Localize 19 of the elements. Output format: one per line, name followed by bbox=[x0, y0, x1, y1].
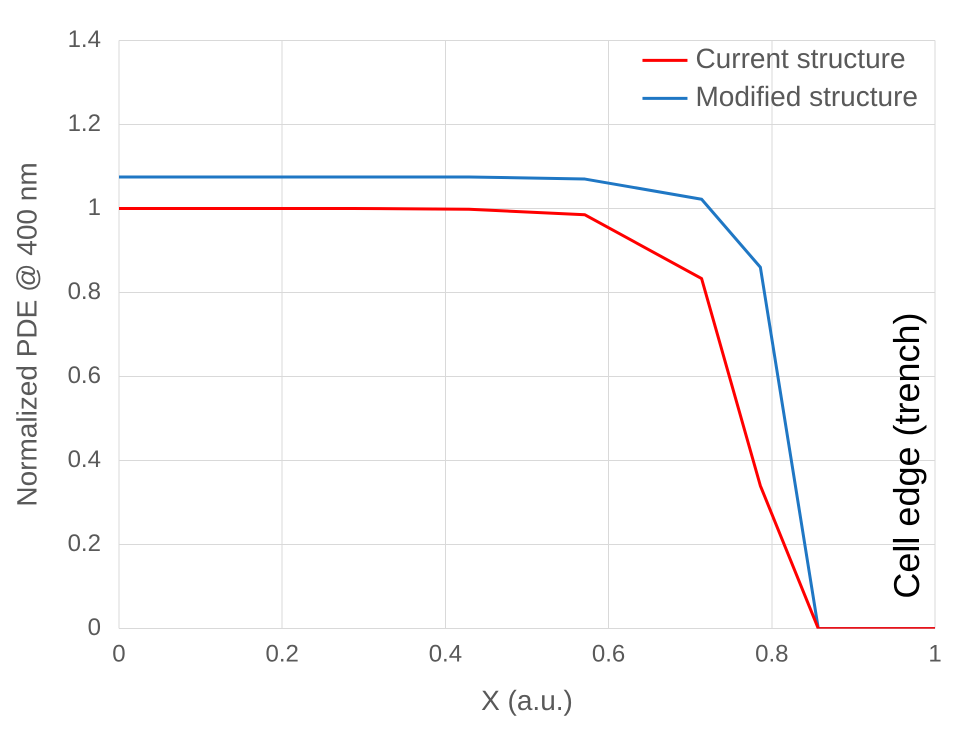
y-tick-label: 0.6 bbox=[68, 362, 101, 390]
x-tick-label: 0 bbox=[112, 640, 126, 668]
y-tick-label: 0.8 bbox=[68, 278, 101, 306]
y-tick-label: 0 bbox=[88, 614, 101, 642]
x-tick-label: 0.4 bbox=[428, 640, 462, 668]
annotation: Cell edge (trench) bbox=[886, 312, 927, 599]
x-tick-label: 1 bbox=[928, 640, 942, 668]
y-tick-label: 0.2 bbox=[68, 530, 101, 558]
x-tick-label: 0.8 bbox=[755, 640, 788, 668]
y-tick-label: 0.4 bbox=[68, 446, 101, 474]
x-tick-label: 0.6 bbox=[592, 640, 626, 668]
y-tick-label: 1.2 bbox=[68, 110, 101, 138]
y-axis-title: Normalized PDE @ 400 nm bbox=[12, 162, 43, 507]
y-tick-label: 1 bbox=[88, 194, 101, 222]
x-axis-title: X (a.u.) bbox=[481, 684, 573, 716]
legend-label: Current structure bbox=[695, 43, 906, 74]
legend-label: Modified structure bbox=[695, 81, 918, 112]
x-tick-label: 0.2 bbox=[265, 640, 299, 668]
y-tick-label: 1.4 bbox=[68, 26, 101, 54]
